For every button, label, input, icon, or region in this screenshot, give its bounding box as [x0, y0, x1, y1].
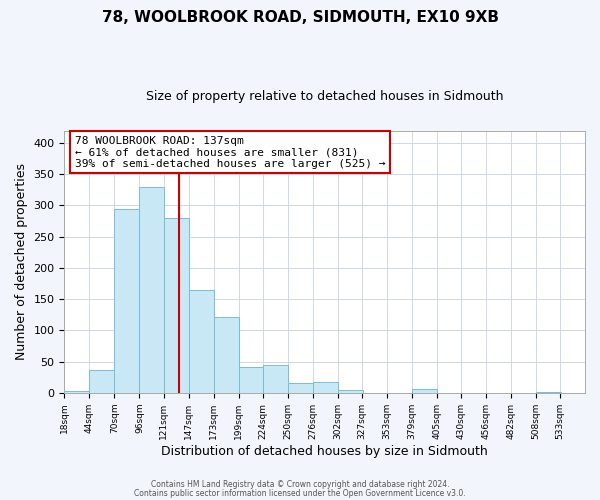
Bar — [115, 208, 139, 393]
Bar — [214, 316, 239, 393]
Text: 78, WOOLBROOK ROAD, SIDMOUTH, EX10 9XB: 78, WOOLBROOK ROAD, SIDMOUTH, EX10 9XB — [101, 10, 499, 25]
Text: 78 WOOLBROOK ROAD: 137sqm
← 61% of detached houses are smaller (831)
39% of semi: 78 WOOLBROOK ROAD: 137sqm ← 61% of detac… — [75, 136, 385, 169]
Bar — [89, 370, 115, 393]
Bar — [239, 366, 263, 393]
Bar — [287, 383, 313, 393]
Y-axis label: Number of detached properties: Number of detached properties — [15, 163, 28, 360]
Title: Size of property relative to detached houses in Sidmouth: Size of property relative to detached ho… — [146, 90, 503, 103]
Bar — [139, 187, 164, 393]
Bar — [536, 392, 561, 393]
Bar — [188, 290, 214, 393]
Bar — [263, 364, 287, 393]
Bar — [412, 389, 437, 393]
X-axis label: Distribution of detached houses by size in Sidmouth: Distribution of detached houses by size … — [161, 444, 488, 458]
Bar — [338, 390, 363, 393]
Bar — [164, 218, 188, 393]
Bar — [313, 382, 338, 393]
Bar — [64, 391, 89, 393]
Text: Contains HM Land Registry data © Crown copyright and database right 2024.: Contains HM Land Registry data © Crown c… — [151, 480, 449, 489]
Text: Contains public sector information licensed under the Open Government Licence v3: Contains public sector information licen… — [134, 488, 466, 498]
